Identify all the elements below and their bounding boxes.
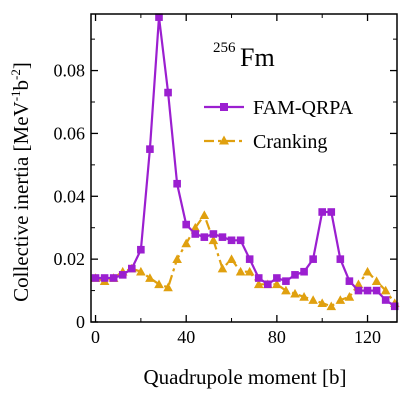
data-point-cranking	[335, 295, 346, 304]
data-point-fam-qrpa	[118, 271, 127, 279]
data-point-cranking	[163, 282, 173, 292]
legend-label-cranking: Cranking	[253, 131, 327, 153]
data-point-cranking	[380, 285, 391, 295]
x-tick-label: 80	[268, 327, 286, 347]
data-point-cranking	[208, 235, 219, 245]
data-point-fam-qrpa	[273, 274, 281, 282]
data-point-fam-qrpa	[236, 236, 245, 245]
data-point-fam-qrpa	[128, 264, 136, 273]
data-point-cranking	[308, 295, 318, 304]
data-point-cranking	[235, 266, 246, 276]
y-axis-title-end: ]	[9, 62, 33, 69]
legend-marker-cranking	[219, 135, 229, 145]
data-point-fam-qrpa	[363, 286, 372, 295]
data-point-cranking	[145, 273, 155, 282]
data-point-fam-qrpa	[200, 233, 209, 241]
nucleus-symbol: Fm	[240, 43, 275, 72]
data-point-cranking	[299, 292, 309, 301]
data-point-cranking	[136, 266, 146, 276]
data-point-fam-qrpa	[372, 286, 381, 295]
data-point-cranking	[344, 292, 355, 301]
data-point-cranking	[362, 266, 373, 276]
series-cranking	[90, 210, 400, 311]
data-point-fam-qrpa	[354, 286, 363, 295]
data-point-fam-qrpa	[309, 255, 317, 263]
data-point-cranking	[353, 279, 364, 289]
series-fam-qrpa	[91, 13, 399, 311]
data-point-cranking	[371, 276, 382, 285]
y-tick-label: 0.02	[54, 249, 86, 269]
y-axis-title-mid: b	[9, 80, 33, 91]
y-axis-title-sup2: -2	[8, 69, 23, 80]
nucleus-mass-number: 256	[213, 40, 236, 56]
data-point-cranking	[217, 263, 228, 273]
series-line-fam-qrpa	[95, 16, 396, 308]
data-point-cranking	[172, 254, 182, 263]
data-point-fam-qrpa	[227, 236, 236, 245]
data-point-cranking	[199, 210, 210, 219]
data-point-fam-qrpa	[209, 230, 218, 238]
data-point-cranking	[290, 288, 300, 298]
data-point-fam-qrpa	[218, 233, 227, 241]
axes-layer	[90, 13, 398, 323]
ticks-layer: 0 40 80 120 0 0.02 0.04 0.06 0.08	[54, 14, 397, 347]
data-point-fam-qrpa	[155, 13, 163, 21]
data-point-cranking	[272, 279, 282, 289]
legend: FAM-QRPA Cranking	[204, 97, 354, 153]
data-point-fam-qrpa	[191, 230, 200, 238]
data-point-fam-qrpa	[254, 274, 263, 282]
legend-entry-fam-qrpa: FAM-QRPA	[204, 97, 354, 119]
data-point-cranking	[181, 238, 191, 248]
data-point-fam-qrpa	[327, 208, 336, 216]
data-point-fam-qrpa	[245, 255, 254, 263]
data-point-cranking	[244, 266, 255, 276]
data-point-fam-qrpa	[282, 277, 290, 285]
x-tick-label: 0	[91, 327, 100, 347]
data-point-fam-qrpa	[164, 88, 172, 97]
y-tick-label: 0.06	[54, 123, 86, 143]
x-tick-label: 120	[354, 327, 381, 347]
data-point-cranking	[226, 254, 237, 263]
data-point-fam-qrpa	[173, 179, 181, 188]
x-tick-label: 40	[177, 327, 195, 347]
data-point-fam-qrpa	[345, 277, 354, 285]
data-point-fam-qrpa	[146, 145, 154, 153]
plot-frame	[90, 13, 398, 323]
data-point-cranking	[190, 222, 201, 232]
y-axis-title-main: Collective inertia [MeV	[9, 101, 33, 302]
data-point-cranking	[154, 279, 164, 289]
data-point-fam-qrpa	[336, 255, 345, 263]
legend-label-fam-qrpa: FAM-QRPA	[253, 97, 354, 119]
y-tick-label: 0	[76, 312, 85, 332]
data-point-fam-qrpa	[291, 271, 299, 279]
series-layer	[90, 13, 400, 311]
x-axis-title: Quadrupole moment [b]	[144, 365, 347, 389]
y-tick-label: 0.08	[54, 61, 86, 81]
data-point-fam-qrpa	[137, 245, 145, 254]
data-point-fam-qrpa	[182, 220, 190, 229]
legend-marker-fam-qrpa	[220, 103, 228, 111]
data-point-fam-qrpa	[264, 280, 272, 289]
data-point-fam-qrpa	[109, 274, 118, 282]
data-point-fam-qrpa	[91, 274, 100, 282]
data-point-fam-qrpa	[300, 267, 308, 276]
y-axis-title-sup1: -1	[8, 90, 23, 101]
y-axis-title: Collective inertia [MeV-1b-2]	[8, 62, 33, 302]
data-point-fam-qrpa	[381, 296, 390, 304]
data-point-cranking	[281, 285, 291, 295]
data-point-fam-qrpa	[390, 302, 399, 311]
data-point-cranking	[317, 298, 327, 307]
data-point-fam-qrpa	[318, 208, 326, 216]
legend-entry-cranking: Cranking	[204, 131, 327, 153]
data-point-cranking	[253, 279, 264, 289]
y-tick-label: 0.04	[54, 186, 86, 206]
data-point-cranking	[326, 301, 337, 311]
data-point-fam-qrpa	[100, 274, 109, 282]
series-line-cranking	[95, 214, 396, 308]
